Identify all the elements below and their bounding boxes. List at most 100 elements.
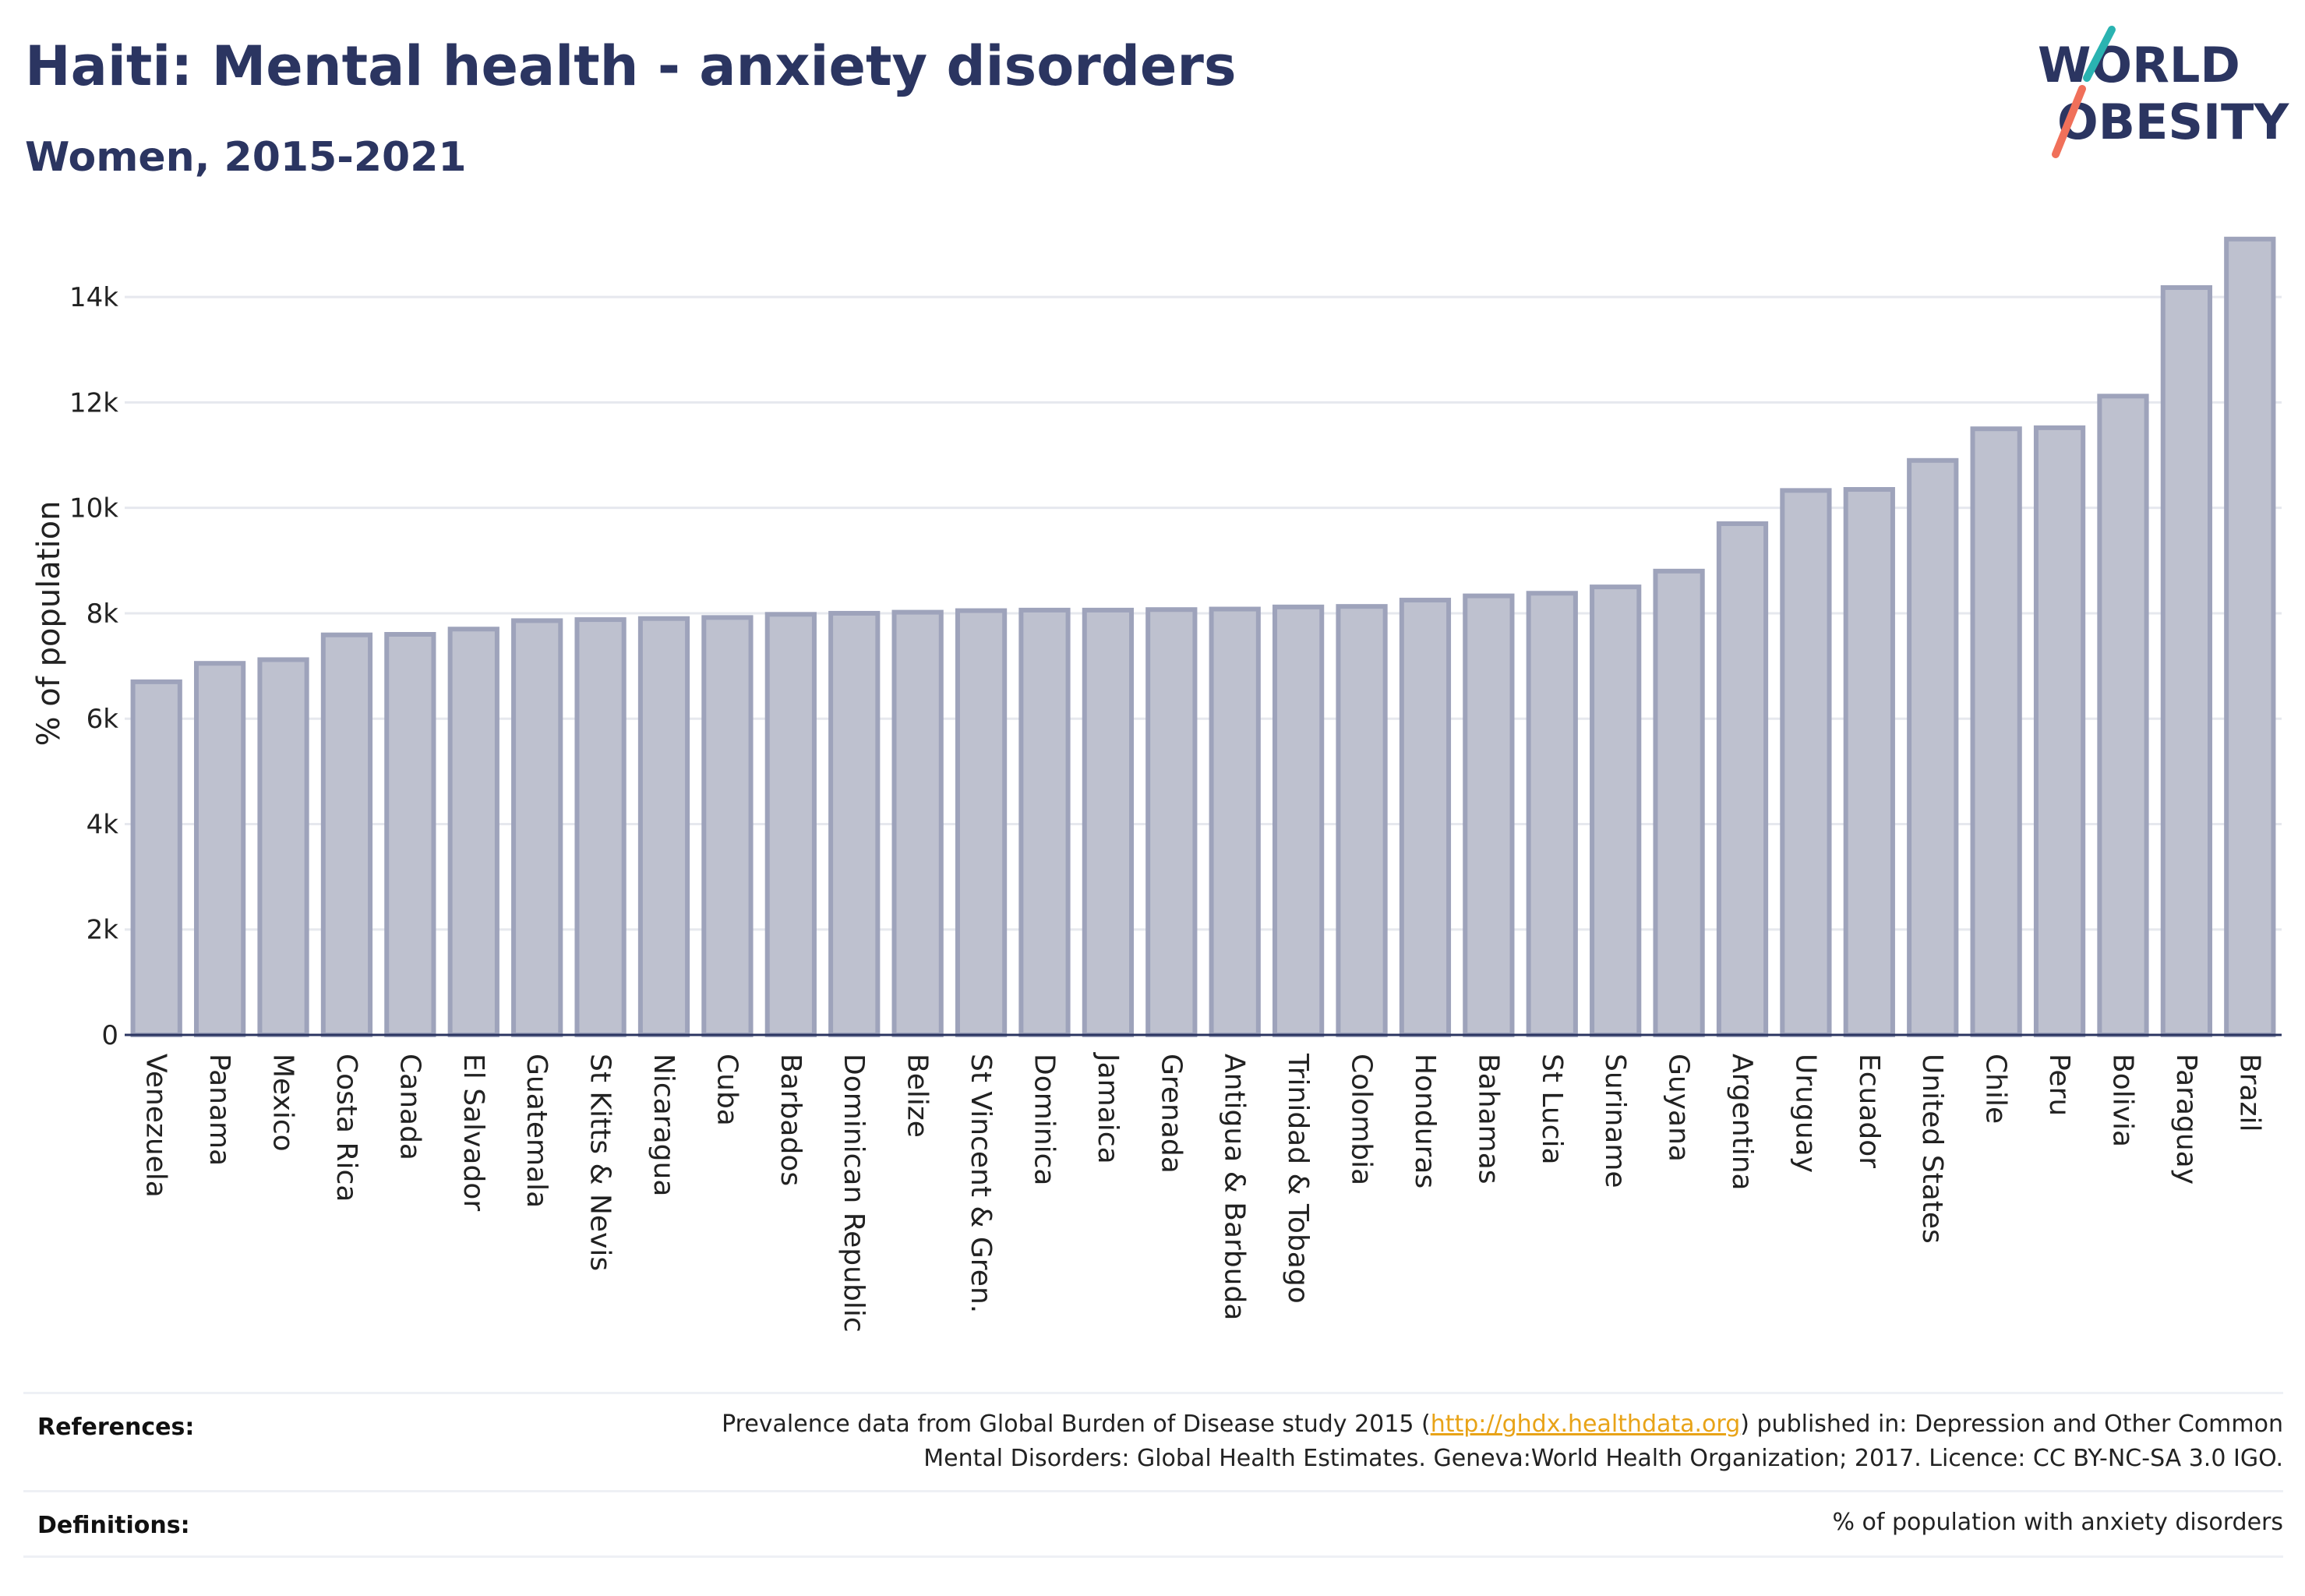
- x-axis-labels: Venezuela Panama Mexico Costa Rica Canada El …: [140, 1052, 2266, 1333]
- y-tick-label: 2k: [86, 915, 119, 946]
- bar: [447, 627, 499, 1037]
- bar: [511, 618, 563, 1037]
- x-tick-label: St Lucia: [1536, 1054, 1568, 1165]
- bar: [637, 616, 690, 1037]
- x-tick-label: Barbados: [775, 1054, 807, 1186]
- bar: [320, 632, 373, 1037]
- footer-divider-middle: [23, 1490, 2283, 1492]
- bar: [574, 617, 627, 1037]
- bar-chart: 0 2k 4k 6k 8k 10k 12k 14k Venezuela Panama Mexico…: [31, 236, 2282, 1333]
- bar: [2160, 284, 2213, 1038]
- bar: [1145, 607, 1198, 1037]
- bar: [828, 610, 881, 1037]
- logo-line-1: WORLD: [2038, 37, 2240, 94]
- x-tick-label: Dominica: [1028, 1054, 1060, 1186]
- bar: [2097, 394, 2149, 1038]
- references-label: References:: [37, 1414, 195, 1441]
- x-tick-label: Argentina: [1726, 1054, 1758, 1191]
- x-tick-label: Jamaica: [1092, 1052, 1124, 1164]
- bars: [130, 236, 2276, 1038]
- y-tick-label: 6k: [86, 704, 119, 735]
- bar: [1272, 604, 1325, 1037]
- x-tick-label: Suriname: [1599, 1054, 1631, 1188]
- bar: [193, 661, 246, 1038]
- bar: [1399, 598, 1452, 1037]
- x-tick-label: Venezuela: [140, 1054, 172, 1198]
- bar: [1843, 487, 1895, 1037]
- x-tick-label: Peru: [2043, 1054, 2075, 1116]
- x-tick-label: United States: [1916, 1054, 1948, 1244]
- x-tick-label: Chile: [1980, 1054, 2012, 1124]
- y-tick-label: 12k: [69, 387, 118, 418]
- bar: [764, 612, 817, 1037]
- y-tick-label: 14k: [69, 282, 118, 313]
- y-tick-label: 4k: [86, 809, 119, 840]
- x-tick-label: Colombia: [1346, 1054, 1378, 1185]
- x-tick-label: Panama: [203, 1054, 235, 1166]
- logo-slash-teal: [2083, 26, 2116, 82]
- bar: [1590, 584, 1642, 1037]
- references-link[interactable]: http://ghdx.healthdata.org: [1430, 1411, 1741, 1438]
- bar: [891, 609, 944, 1037]
- x-tick-label: Cuba: [711, 1054, 743, 1126]
- x-tick-label: Guatemala: [521, 1054, 552, 1208]
- y-tick-label: 8k: [86, 598, 119, 630]
- bar: [1018, 607, 1071, 1037]
- x-tick-label: Costa Rica: [330, 1054, 362, 1202]
- x-tick-label: Bahamas: [1472, 1054, 1504, 1185]
- bar: [130, 679, 182, 1037]
- bar: [955, 608, 1008, 1037]
- x-tick-label: Paraguay: [2170, 1054, 2202, 1185]
- definitions-row: Definitions: % of population with anxiet…: [23, 1506, 2283, 1545]
- references-text-end: ) published in: Depression and Other Com…: [1740, 1411, 2283, 1438]
- logo-line-2: OBESITY: [2057, 94, 2289, 150]
- x-tick-label: Guyana: [1663, 1054, 1695, 1162]
- bar: [2033, 425, 2086, 1037]
- bar: [1526, 591, 1578, 1037]
- bar: [2224, 236, 2276, 1037]
- x-tick-label: St Kitts & Nevis: [584, 1054, 616, 1271]
- bar: [384, 632, 436, 1037]
- x-tick-label: Ecuador: [1853, 1054, 1885, 1168]
- logo-slash-coral: [2052, 85, 2086, 158]
- x-tick-label: Brazil: [2233, 1054, 2265, 1132]
- references-text: Prevalence data from Global Burden of Di…: [722, 1407, 2283, 1476]
- x-tick-label: St Vincent & Gren.: [965, 1054, 997, 1313]
- bar: [1653, 568, 1705, 1037]
- bar: [1780, 488, 1832, 1037]
- x-tick-label: Mexico: [267, 1054, 299, 1152]
- references-text-start: Prevalence data from Global Burden of Di…: [722, 1411, 1431, 1438]
- bar: [1716, 521, 1769, 1037]
- x-tick-label: Antigua & Barbuda: [1219, 1054, 1251, 1320]
- footer-divider-top: [23, 1392, 2283, 1394]
- references-text-line-2: Mental Disorders: Global Health Estimate…: [923, 1445, 2283, 1472]
- x-tick-label: Grenada: [1155, 1054, 1187, 1174]
- x-tick-label: Belize: [902, 1054, 934, 1138]
- x-tick-label: Dominican Republic: [838, 1054, 870, 1333]
- chart-subtitle: Women, 2015-2021: [25, 134, 467, 181]
- bar: [1970, 426, 2022, 1037]
- world-obesity-logo: WORLD OBESITY: [2038, 26, 2289, 158]
- bar: [257, 657, 309, 1037]
- chart-title: Haiti: Mental health - anxiety disorders: [25, 34, 1237, 98]
- bar: [701, 615, 754, 1037]
- y-axis-title: % of population: [31, 501, 67, 747]
- references-row: References: Prevalence data from Global …: [23, 1407, 2283, 1478]
- definitions-label: Definitions:: [37, 1512, 190, 1539]
- x-tick-label: Trinidad & Tobago: [1282, 1053, 1314, 1304]
- x-tick-label: El Salvador: [457, 1054, 489, 1211]
- bar: [1907, 457, 1959, 1037]
- bar: [1082, 607, 1135, 1037]
- x-tick-label: Honduras: [1409, 1054, 1441, 1188]
- bar: [1463, 593, 1515, 1037]
- bar: [1336, 604, 1388, 1037]
- y-axis-ticks: 0 2k 4k 6k 8k 10k 12k 14k: [69, 282, 118, 1051]
- x-tick-label: Nicaragua: [648, 1054, 679, 1196]
- x-tick-label: Canada: [394, 1054, 425, 1160]
- y-tick-label: 0: [101, 1020, 118, 1051]
- x-tick-label: Bolivia: [2106, 1054, 2138, 1147]
- footer-divider-bottom: [23, 1555, 2283, 1558]
- x-tick-label: Uruguay: [1789, 1054, 1821, 1173]
- definitions-text: % of population with anxiety disorders: [1832, 1509, 2283, 1536]
- y-tick-label: 10k: [69, 493, 118, 524]
